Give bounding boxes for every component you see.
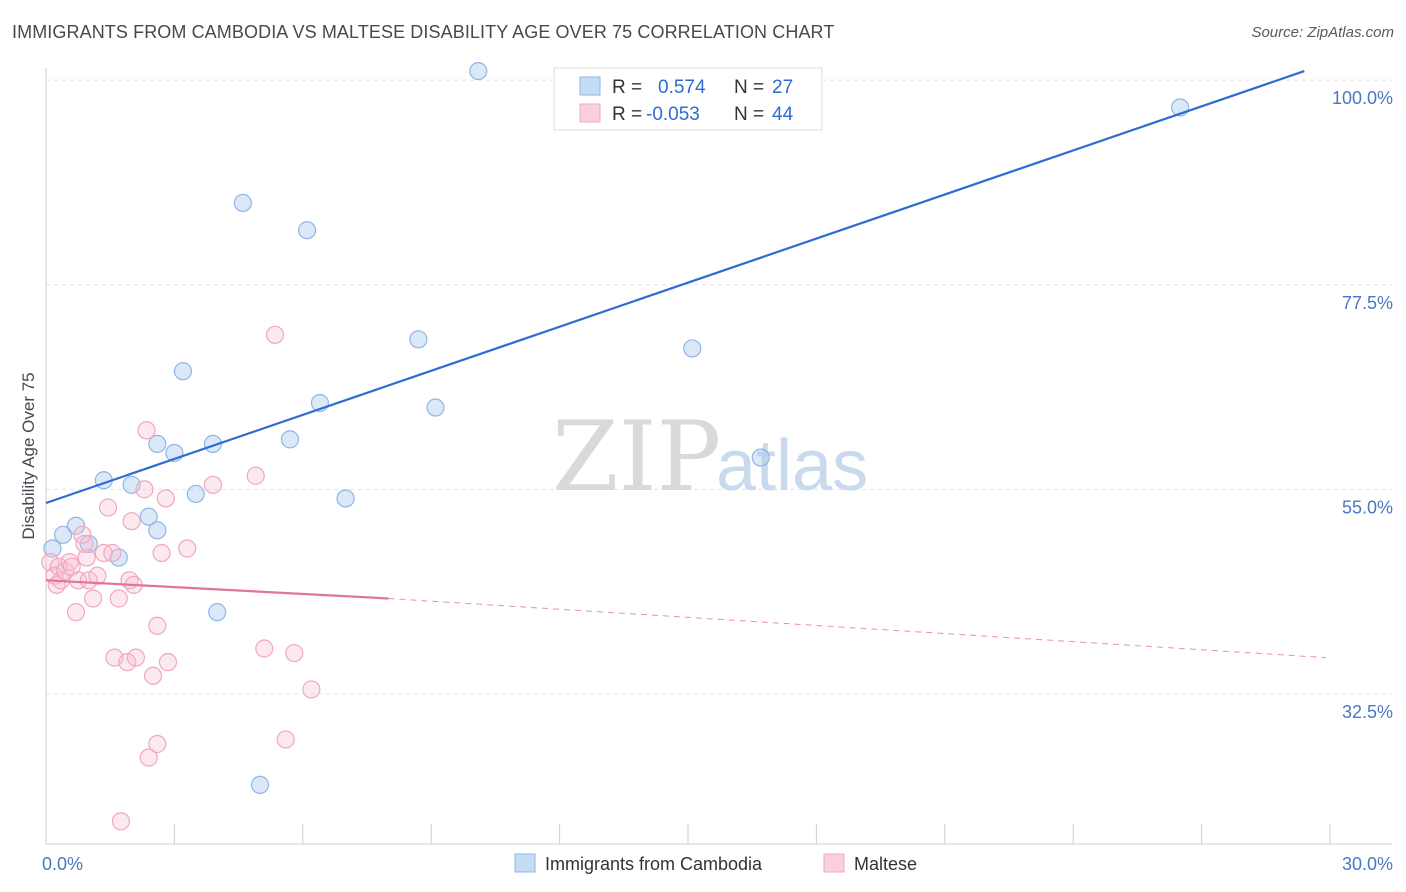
data-points	[41, 61, 1190, 831]
trend-line-maltese	[45, 579, 389, 600]
data-point	[280, 430, 300, 449]
trend-line-cambodia	[45, 70, 1305, 505]
data-point	[98, 498, 118, 517]
data-point	[276, 730, 295, 749]
y-tick-label-3: 32.5%	[1342, 702, 1393, 722]
data-point	[469, 61, 488, 81]
data-point	[336, 489, 355, 508]
data-point	[126, 648, 145, 667]
data-point	[148, 734, 167, 754]
legend-r-value-maltese: -0.053	[646, 104, 700, 125]
y-axis-label: Disability Age Over 75	[19, 372, 38, 539]
data-point	[43, 539, 62, 558]
data-point	[751, 448, 770, 467]
watermark-atlas: atlas	[716, 426, 868, 506]
data-point	[54, 525, 73, 544]
data-point	[109, 589, 128, 608]
bottom-legend-label-maltese: Maltese	[854, 854, 917, 874]
data-point	[158, 653, 178, 672]
chart-title: IMMIGRANTS FROM CAMBODIA VS MALTESE DISA…	[12, 22, 835, 42]
data-point	[111, 812, 131, 831]
data-point	[255, 639, 274, 658]
legend-r-label-cambodia: R =	[612, 77, 642, 98]
data-point	[75, 534, 94, 554]
x-tick-label-0: 0.0%	[42, 854, 83, 874]
x-tick-labels: 0.0% 30.0%	[42, 854, 1393, 874]
watermark-zip: ZIP	[552, 401, 721, 513]
data-point	[178, 539, 197, 558]
legend-r-label-maltese: R =	[612, 104, 642, 125]
data-point	[79, 534, 98, 554]
data-point	[79, 571, 98, 590]
data-point	[285, 643, 304, 663]
data-point	[41, 553, 60, 572]
trend-line-dashed-maltese	[388, 597, 1326, 659]
data-point	[122, 512, 141, 531]
legend-n-value-cambodia: 27	[772, 77, 793, 98]
bottom-legend-swatch-cambodia	[514, 853, 536, 873]
data-point	[409, 330, 428, 349]
data-point	[103, 543, 122, 563]
data-point	[88, 566, 107, 585]
data-point	[186, 484, 205, 504]
legend-box: R = 0.574 N = 27 R = -0.053 N = 44	[553, 67, 823, 131]
data-point	[66, 516, 86, 535]
data-point	[143, 666, 163, 685]
data-point	[135, 480, 154, 499]
data-point	[426, 398, 445, 417]
data-point	[302, 680, 321, 699]
trend-lines	[45, 70, 1326, 659]
source-label: Source: ZipAtlas.com	[1251, 24, 1394, 41]
legend-n-label-maltese: N =	[734, 104, 764, 125]
axes	[45, 68, 1392, 845]
data-point	[173, 362, 193, 381]
data-point	[233, 193, 252, 213]
y-tick-label-2: 55.0%	[1342, 497, 1393, 517]
data-point	[118, 653, 137, 672]
data-point	[148, 616, 167, 635]
data-point	[68, 571, 88, 590]
data-point	[137, 421, 156, 440]
bottom-legend: Immigrants from Cambodia Maltese	[514, 853, 917, 874]
x-tick-label-1: 30.0%	[1342, 854, 1393, 874]
data-point	[139, 748, 158, 767]
y-tick-label-1: 77.5%	[1342, 293, 1393, 313]
data-point	[83, 589, 103, 608]
data-point	[148, 434, 167, 454]
data-point	[683, 339, 702, 358]
series-cambodia	[43, 61, 1190, 794]
data-point	[152, 543, 171, 563]
data-point	[297, 221, 317, 240]
legend-swatch-cambodia	[579, 76, 601, 96]
data-point	[246, 466, 265, 485]
legend-n-value-maltese: 44	[772, 104, 794, 125]
watermark: ZIP atlas	[552, 401, 868, 513]
y-tick-labels: 100.0% 77.5% 55.0% 32.5%	[1332, 88, 1393, 722]
data-point	[156, 489, 175, 508]
legend-swatch-maltese	[579, 103, 601, 123]
bottom-legend-label-cambodia: Immigrants from Cambodia	[545, 854, 763, 874]
data-point	[148, 521, 167, 540]
data-point	[139, 507, 158, 526]
legend-r-value-cambodia: 0.574	[658, 77, 706, 98]
bottom-legend-swatch-maltese	[823, 853, 845, 873]
data-point	[250, 775, 270, 794]
data-point	[265, 325, 285, 344]
data-point	[66, 603, 86, 622]
y-tick-label-0: 100.0%	[1332, 88, 1393, 108]
data-point	[77, 548, 96, 567]
gridlines	[46, 79, 1392, 695]
data-point	[203, 475, 223, 494]
legend-n-label-cambodia: N =	[734, 77, 764, 98]
data-point	[208, 603, 227, 622]
series-maltese	[41, 325, 321, 831]
